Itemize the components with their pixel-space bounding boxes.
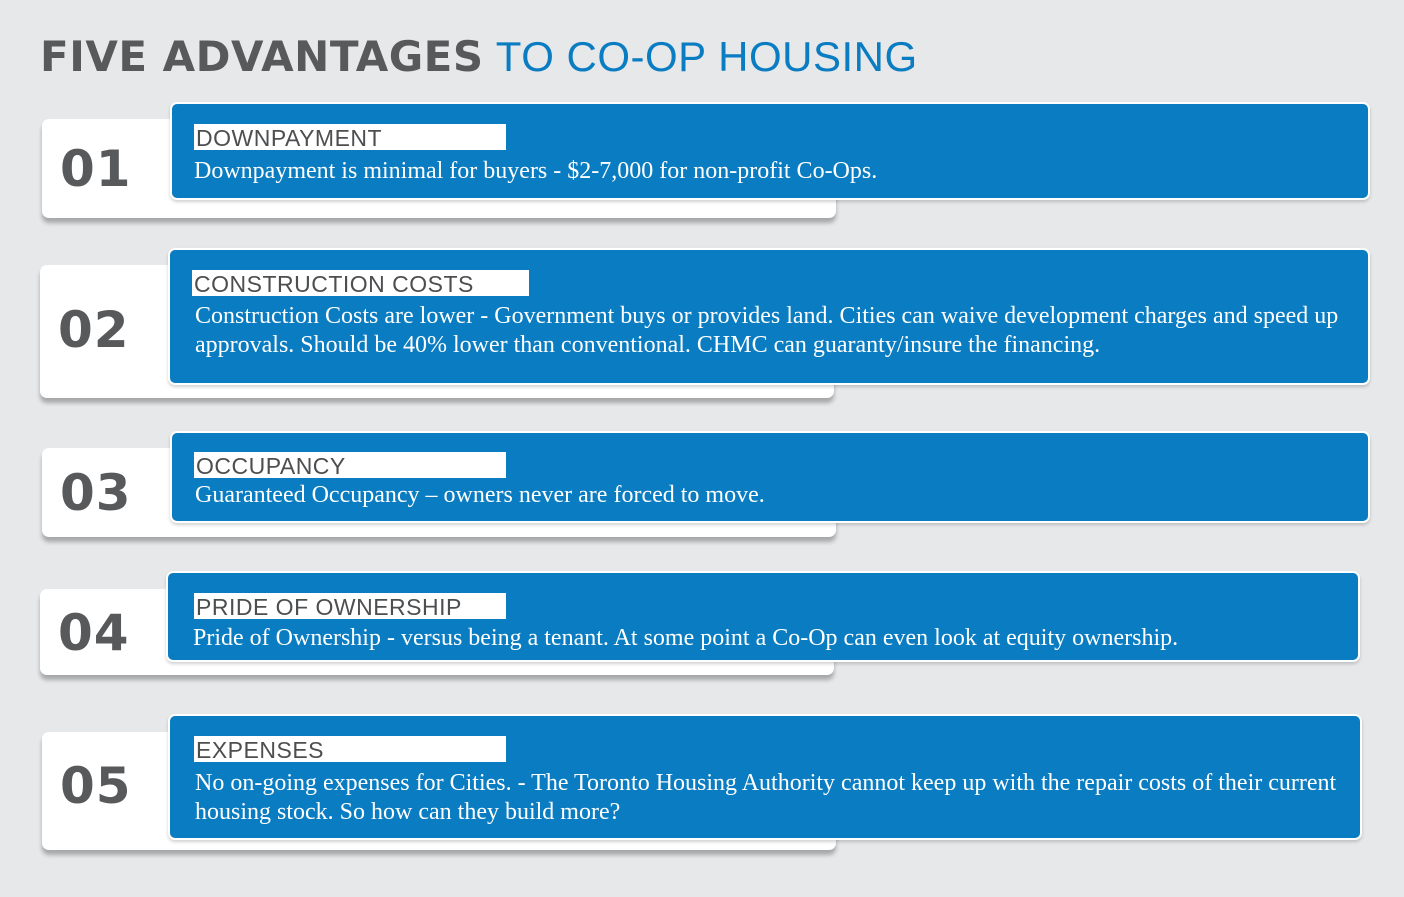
advantage-label: DOWNPAYMENT: [194, 124, 506, 151]
advantage-label: CONSTRUCTION COSTS: [192, 270, 529, 297]
advantage-description: Downpayment is minimal for buyers - $2-7…: [194, 158, 878, 184]
advantage-card: OCCUPANCY Guaranteed Occupancy – owners …: [170, 431, 1370, 523]
advantage-label: PRIDE OF OWNERSHIP: [194, 593, 506, 620]
item-number: 05: [60, 757, 132, 815]
advantage-card: EXPENSES No on-going expenses for Cities…: [168, 714, 1362, 840]
advantage-card: PRIDE OF OWNERSHIP Pride of Ownership - …: [166, 571, 1360, 662]
page-title: FIVE ADVANTAGES TO CO-OP HOUSING: [40, 30, 918, 84]
advantage-card: DOWNPAYMENT Downpayment is minimal for b…: [170, 102, 1370, 200]
advantage-description: Guaranteed Occupancy – owners never are …: [195, 482, 765, 508]
advantage-label: OCCUPANCY: [194, 452, 506, 479]
item-number: 03: [60, 464, 132, 522]
item-number: 02: [58, 301, 130, 359]
title-light-part: TO CO-OP HOUSING: [495, 33, 918, 80]
item-number: 04: [58, 604, 130, 662]
item-number: 01: [60, 140, 132, 198]
title-bold-part: FIVE ADVANTAGES: [40, 32, 484, 81]
advantage-description: No on-going expenses for Cities. - The T…: [195, 770, 1337, 825]
advantage-description: Construction Costs are lower - Governmen…: [195, 303, 1339, 358]
advantage-label: EXPENSES: [194, 736, 506, 763]
advantage-card: CONSTRUCTION COSTS Construction Costs ar…: [168, 248, 1370, 385]
advantage-description: Pride of Ownership - versus being a tena…: [193, 625, 1179, 651]
